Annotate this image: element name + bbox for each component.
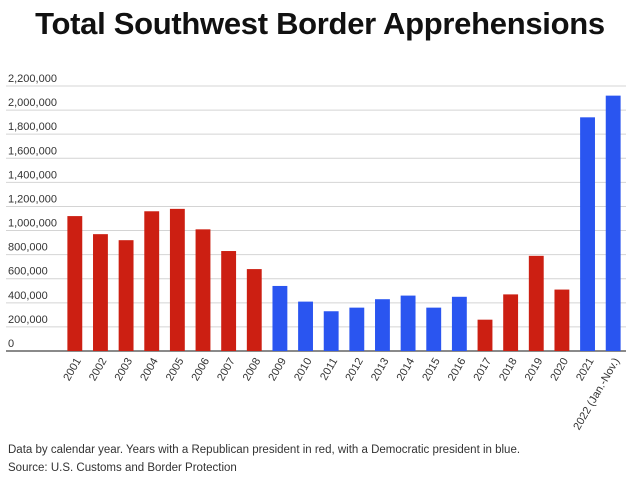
bar-2022 [605,95,621,351]
y-tick-label: 1,400,000 [8,169,57,181]
x-tick-label: 2009 [266,356,289,383]
x-tick-label: 2004 [138,356,161,383]
bar-2003 [118,240,134,351]
x-tick-label: 2015 [420,356,443,383]
x-tick-label: 2014 [395,356,418,383]
y-tick-label: 400,000 [8,290,48,302]
y-tick-label: 1,600,000 [8,145,57,157]
bar-chart: 0 200,000 400,000 600,000 800,000 1,000,000 1,… [6,73,626,432]
bar-2014 [400,295,416,351]
footnote: Data by calendar year. Years with a Repu… [8,444,521,456]
bar-2009 [272,285,288,351]
bar-2019 [528,255,544,351]
bar-2020 [554,289,570,351]
x-tick-label: 2011 [318,356,340,382]
bar-2021 [580,117,595,351]
x-tick-label: 2021 [574,356,597,383]
bar-2010 [298,301,313,351]
bar-2002 [93,234,108,351]
y-axis-tick-labels: 0 200,000 400,000 600,000 800,000 1,000,000 1,… [8,73,57,350]
bar-2015 [426,307,442,351]
x-tick-label: 2005 [164,356,187,383]
bars [67,95,621,351]
bar-2008 [246,269,262,351]
bar-2016 [451,296,467,351]
gridlines [6,85,626,352]
x-tick-label: 2010 [292,356,315,383]
bar-2012 [349,307,365,351]
y-tick-label: 2,000,000 [8,97,57,109]
x-tick-label: 2018 [497,356,520,383]
x-tick-label: 2001 [61,356,84,383]
chart-title: Total Southwest Border Apprehensions [35,6,605,41]
source-note: Source: U.S. Customs and Border Protecti… [8,462,237,474]
y-tick-label: 2,200,000 [8,73,57,85]
y-tick-label: 800,000 [8,242,48,254]
bar-2001 [67,216,83,351]
bar-2004 [144,211,160,351]
bar-2007 [221,251,237,351]
y-tick-label: 1,800,000 [8,121,57,133]
bar-2018 [503,294,519,351]
x-tick-label: 2008 [241,356,264,383]
y-tick-label: 1,000,000 [8,218,57,230]
x-tick-label: 2020 [548,356,571,383]
x-tick-label: 2002 [87,356,110,383]
x-tick-label: 2016 [446,356,469,383]
bar-2013 [375,299,390,351]
bar-2017 [477,319,493,351]
bar-2011 [323,311,339,351]
y-tick-label: 1,200,000 [8,193,57,205]
x-axis-tick-labels: 2001 2002 2003 2004 2005 2006 2007 2008 2009 2010… [61,356,622,432]
x-tick-label: 2019 [523,356,546,383]
y-tick-label: 200,000 [8,314,48,326]
x-tick-label: 2006 [189,356,212,383]
x-tick-label: 2012 [343,356,366,383]
x-tick-label: 2007 [215,356,238,383]
y-tick-label: 0 [8,338,14,350]
x-tick-label: 2013 [369,356,392,383]
x-tick-label: 2017 [471,356,494,383]
bar-2006 [195,229,211,351]
bar-2005 [169,208,185,351]
x-tick-label: 2003 [113,356,136,383]
y-tick-label: 600,000 [8,266,48,278]
